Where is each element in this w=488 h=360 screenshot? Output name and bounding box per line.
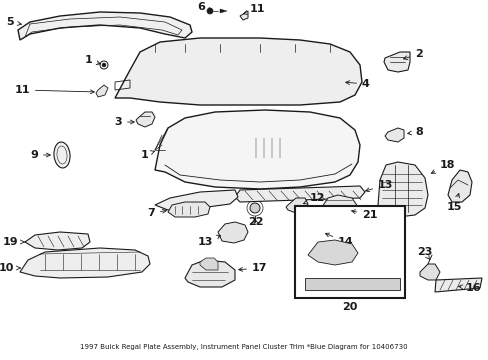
Polygon shape	[377, 162, 427, 217]
Bar	[314, 62, 349, 90]
Polygon shape	[115, 38, 361, 105]
Circle shape	[253, 152, 260, 158]
Polygon shape	[184, 260, 235, 287]
Polygon shape	[235, 186, 364, 202]
Polygon shape	[25, 232, 90, 250]
Circle shape	[294, 144, 301, 150]
Text: 13: 13	[365, 180, 392, 192]
Bar	[240, 58, 299, 88]
Text: 5: 5	[6, 17, 21, 27]
Polygon shape	[136, 112, 155, 127]
Text: 6: 6	[197, 2, 212, 12]
Bar	[247, 136, 285, 160]
Text: 9: 9	[30, 150, 50, 160]
Text: 21: 21	[351, 210, 377, 220]
Circle shape	[249, 203, 260, 213]
Polygon shape	[285, 198, 307, 213]
Polygon shape	[294, 218, 334, 240]
Circle shape	[206, 8, 213, 14]
Text: 18: 18	[430, 160, 454, 173]
Bar	[294, 206, 404, 298]
Text: 8: 8	[407, 127, 422, 137]
Circle shape	[291, 139, 307, 155]
Text: 4: 4	[345, 79, 369, 89]
Polygon shape	[319, 195, 357, 222]
Polygon shape	[307, 240, 357, 265]
Circle shape	[325, 243, 345, 263]
Text: 10: 10	[0, 263, 20, 273]
Text: 2: 2	[403, 49, 422, 59]
Polygon shape	[200, 258, 218, 270]
Text: 20: 20	[342, 302, 357, 312]
Polygon shape	[383, 52, 409, 72]
Text: 1: 1	[140, 150, 154, 160]
Text: 11: 11	[15, 85, 94, 95]
Polygon shape	[220, 9, 226, 13]
Polygon shape	[384, 128, 403, 142]
Text: 12: 12	[303, 193, 325, 204]
Text: 3: 3	[114, 117, 134, 127]
Text: 1: 1	[84, 55, 100, 65]
Circle shape	[286, 152, 292, 158]
Circle shape	[264, 152, 270, 158]
Polygon shape	[240, 11, 247, 20]
Text: 17: 17	[238, 263, 267, 273]
Polygon shape	[168, 202, 209, 217]
Text: 11: 11	[243, 4, 265, 14]
Polygon shape	[419, 264, 439, 280]
Text: 19: 19	[2, 237, 24, 247]
Polygon shape	[20, 248, 150, 278]
Bar	[155, 55, 224, 90]
Text: 7: 7	[147, 208, 166, 218]
Ellipse shape	[54, 142, 70, 168]
Polygon shape	[96, 85, 108, 97]
Text: 15: 15	[446, 194, 461, 212]
Text: 16: 16	[458, 283, 481, 293]
Circle shape	[102, 63, 106, 67]
Polygon shape	[155, 110, 359, 189]
Polygon shape	[305, 278, 399, 290]
Polygon shape	[18, 12, 192, 40]
Circle shape	[244, 144, 250, 150]
Circle shape	[276, 152, 283, 158]
Circle shape	[206, 139, 223, 155]
Polygon shape	[155, 190, 238, 210]
Text: 14: 14	[325, 233, 353, 247]
Text: 1997 Buick Regal Plate Assembly, Instrument Panel Cluster Trim *Blue Diagram for: 1997 Buick Regal Plate Assembly, Instrum…	[80, 344, 407, 350]
Text: 23: 23	[416, 247, 431, 260]
Text: 13: 13	[197, 235, 220, 247]
Polygon shape	[447, 170, 471, 202]
Polygon shape	[434, 278, 481, 292]
Text: 22: 22	[247, 217, 263, 227]
Polygon shape	[218, 222, 247, 243]
